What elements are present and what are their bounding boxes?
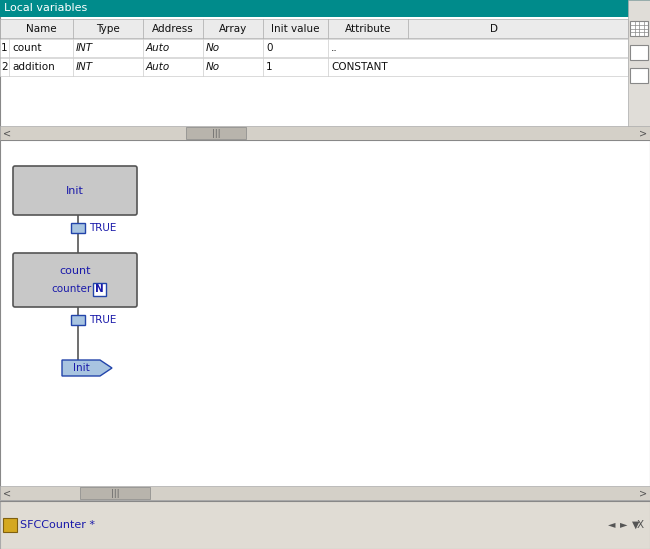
Bar [0, 39, 628, 57]
Text: Init value: Init value [271, 24, 320, 33]
Text: counter: counter [51, 284, 91, 294]
Bar [93, 283, 106, 296]
Bar [186, 127, 246, 139]
Text: 0: 0 [266, 43, 272, 53]
Text: TRUE: TRUE [89, 315, 116, 325]
Text: SFCCounter *: SFCCounter * [20, 519, 95, 529]
Bar [80, 487, 150, 499]
Text: No: No [206, 43, 220, 53]
Text: Auto: Auto [146, 43, 170, 53]
Text: 1: 1 [266, 62, 272, 72]
Text: TRUE: TRUE [89, 223, 116, 233]
Bar [3, 518, 17, 531]
FancyBboxPatch shape [13, 166, 137, 215]
Bar [71, 315, 85, 325]
Bar [630, 21, 648, 36]
Text: No: No [206, 62, 220, 72]
Bar [0, 19, 628, 38]
Text: Attribute: Attribute [344, 24, 391, 33]
Text: ◄: ◄ [608, 519, 616, 529]
Text: |||: ||| [212, 128, 220, 137]
Bar [0, 126, 650, 140]
Bar [628, 0, 650, 140]
Text: Local variables: Local variables [4, 3, 87, 13]
Text: |||: ||| [111, 489, 120, 497]
Bar [630, 45, 648, 60]
Text: Address: Address [152, 24, 194, 33]
Text: Type: Type [96, 24, 120, 33]
FancyBboxPatch shape [13, 253, 137, 307]
Text: <: < [3, 128, 11, 138]
Text: Auto: Auto [146, 62, 170, 72]
Bar [0, 0, 650, 17]
Text: ▼: ▼ [632, 519, 640, 529]
Text: Name: Name [26, 24, 57, 33]
Text: addition: addition [12, 62, 55, 72]
Polygon shape [62, 360, 112, 376]
Text: >: > [639, 488, 647, 498]
Text: 1: 1 [1, 43, 8, 53]
Text: Init: Init [66, 186, 84, 195]
Text: <: < [3, 488, 11, 498]
Text: INT: INT [76, 43, 93, 53]
Text: 2: 2 [1, 62, 8, 72]
Text: ..: .. [331, 43, 338, 53]
Text: CONSTANT: CONSTANT [331, 62, 387, 72]
Text: >: > [639, 128, 647, 138]
Text: INT: INT [76, 62, 93, 72]
Text: Array: Array [219, 24, 247, 33]
Text: ►: ► [620, 519, 627, 529]
Bar [0, 58, 628, 76]
Bar [0, 486, 650, 500]
Text: X: X [637, 519, 644, 529]
Text: count: count [59, 266, 91, 276]
Text: count: count [12, 43, 42, 53]
Text: D: D [490, 24, 498, 33]
Text: Init: Init [73, 363, 90, 373]
Bar [71, 223, 85, 233]
Bar [630, 68, 648, 83]
Text: N: N [95, 284, 104, 294]
